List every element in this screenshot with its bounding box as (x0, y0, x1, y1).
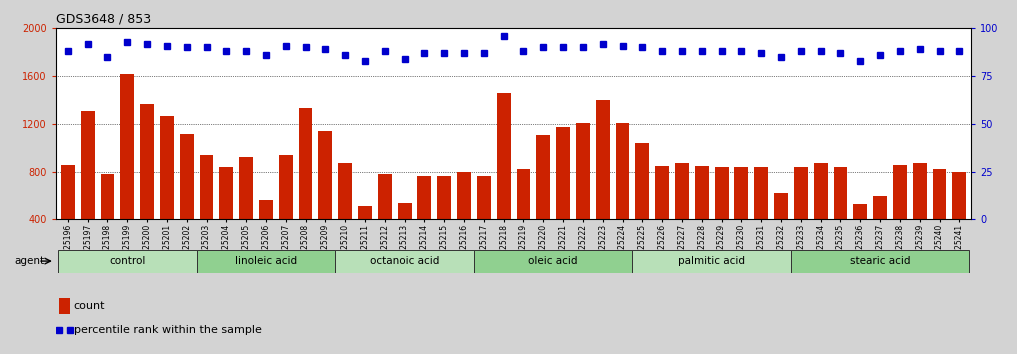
Bar (437, 176, 452, 267)
Bar (474, 250, 633, 273)
Bar (120, 74, 134, 267)
Text: linoleic acid: linoleic acid (235, 256, 297, 266)
Bar (199, 155, 214, 267)
Bar (160, 115, 174, 267)
Bar (556, 127, 571, 267)
Bar (615, 123, 630, 267)
Text: stearic acid: stearic acid (850, 256, 910, 266)
Bar (774, 193, 788, 267)
Bar (80, 111, 95, 267)
Bar (196, 250, 336, 273)
Bar (299, 108, 312, 267)
Bar (794, 167, 807, 267)
Bar (517, 169, 531, 267)
Bar (755, 167, 768, 267)
Bar (655, 166, 669, 267)
Bar (496, 93, 511, 267)
Text: count: count (74, 301, 106, 311)
Bar (336, 250, 474, 273)
Bar (536, 135, 550, 267)
Bar (339, 163, 352, 267)
Bar (180, 134, 193, 267)
Bar (715, 167, 728, 267)
Bar (457, 172, 471, 267)
Bar (477, 176, 491, 267)
Text: percentile rank within the sample: percentile rank within the sample (74, 325, 261, 335)
Bar (378, 174, 392, 267)
Bar (279, 155, 293, 267)
Text: control: control (109, 256, 145, 266)
Bar (636, 143, 649, 267)
Bar (695, 166, 709, 267)
Bar (239, 157, 253, 267)
Text: octanoic acid: octanoic acid (370, 256, 439, 266)
Bar (418, 176, 431, 267)
Bar (791, 250, 969, 273)
Bar (358, 206, 372, 267)
Bar (952, 172, 966, 267)
Bar (59, 298, 69, 314)
Bar (893, 165, 907, 267)
Bar (853, 204, 868, 267)
Bar (814, 163, 828, 267)
Text: palmitic acid: palmitic acid (678, 256, 745, 266)
Bar (633, 250, 791, 273)
Text: agent: agent (14, 256, 44, 266)
Bar (675, 163, 689, 267)
Bar (101, 174, 114, 267)
Bar (58, 250, 196, 273)
Bar (874, 195, 887, 267)
Bar (259, 200, 273, 267)
Bar (596, 100, 609, 267)
Bar (834, 167, 847, 267)
Bar (734, 167, 749, 267)
Bar (140, 104, 154, 267)
Text: GDS3648 / 853: GDS3648 / 853 (56, 13, 152, 26)
Text: oleic acid: oleic acid (529, 256, 578, 266)
Bar (220, 167, 233, 267)
Bar (61, 165, 75, 267)
Bar (933, 169, 947, 267)
Bar (318, 131, 333, 267)
Bar (913, 163, 926, 267)
Bar (576, 123, 590, 267)
Bar (398, 203, 412, 267)
